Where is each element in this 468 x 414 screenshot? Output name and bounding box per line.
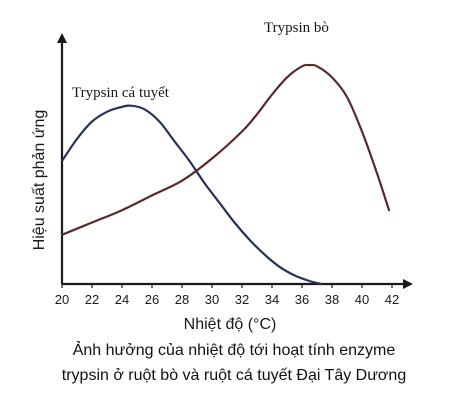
series-curve-bovine-trypsin [60,63,391,236]
y-axis-title: Hiệu suất phản ứng [31,110,48,251]
x-tick-label-38: 38 [325,292,339,307]
x-tick-label-34: 34 [265,292,279,307]
x-tick-label-26: 26 [145,292,159,307]
series-label-bovine-trypsin: Trypsin bò [264,20,329,36]
x-tick-labels: 20 22 24 26 28 30 32 34 36 38 40 42 [55,292,399,307]
series-curves [60,63,391,286]
x-tick-label-24: 24 [115,292,129,307]
x-tick-label-36: 36 [295,292,309,307]
series-curve-cod-trypsin [60,104,323,286]
caption-line-2: trypsin ở ruột bò và ruột cá tuyết Đại T… [61,367,407,384]
x-tick-label-22: 22 [85,292,99,307]
x-tick-label-40: 40 [355,292,369,307]
x-tick-label-42: 42 [385,292,399,307]
x-tick-marks [61,284,393,288]
x-tick-label-32: 32 [235,292,249,307]
x-tick-label-30: 30 [205,292,219,307]
figure-caption: Ảnh hưởng của nhiệt độ tới hoạt tính enz… [0,338,468,388]
caption-line-1: Ảnh hưởng của nhiệt độ tới hoạt tính enz… [72,342,396,359]
x-tick-label-28: 28 [175,292,189,307]
x-axis-title: Nhiệt độ (°C) [184,316,277,333]
x-tick-label-20: 20 [55,292,69,307]
series-label-cod-trypsin: Trypsin cá tuyết [72,85,170,101]
